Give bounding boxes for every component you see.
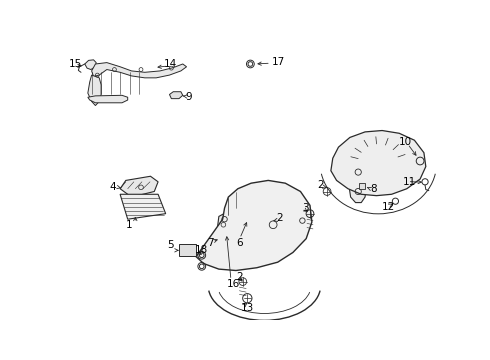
Polygon shape <box>170 92 183 99</box>
Polygon shape <box>88 95 128 103</box>
Polygon shape <box>348 167 367 203</box>
Text: 9: 9 <box>186 92 193 102</box>
Text: 3: 3 <box>302 203 309 213</box>
Text: 15: 15 <box>69 59 82 69</box>
Polygon shape <box>85 60 96 69</box>
Text: 11: 11 <box>403 177 416 187</box>
Text: 12: 12 <box>382 202 395 212</box>
Text: 16: 16 <box>226 279 240 289</box>
Polygon shape <box>120 176 158 197</box>
Bar <box>179 244 196 256</box>
Text: 2: 2 <box>236 273 243 283</box>
Text: 1: 1 <box>126 220 132 230</box>
Text: 5: 5 <box>167 240 173 250</box>
Polygon shape <box>331 131 426 195</box>
Polygon shape <box>244 208 259 222</box>
Text: 6: 6 <box>236 238 243 248</box>
Text: 14: 14 <box>164 59 177 69</box>
Polygon shape <box>92 63 187 78</box>
Text: 13: 13 <box>241 303 254 313</box>
Text: 2: 2 <box>318 180 324 190</box>
Polygon shape <box>219 228 234 242</box>
Text: 17: 17 <box>272 57 285 67</box>
Polygon shape <box>196 180 312 270</box>
Text: 10: 10 <box>399 136 413 147</box>
Text: 8: 8 <box>371 184 377 194</box>
Polygon shape <box>217 212 238 237</box>
Text: 2: 2 <box>276 213 282 223</box>
Text: 4: 4 <box>110 183 117 192</box>
Text: 7: 7 <box>207 238 214 248</box>
Polygon shape <box>88 75 101 105</box>
Bar <box>359 183 365 189</box>
Text: 18: 18 <box>195 245 208 255</box>
Polygon shape <box>120 194 166 219</box>
